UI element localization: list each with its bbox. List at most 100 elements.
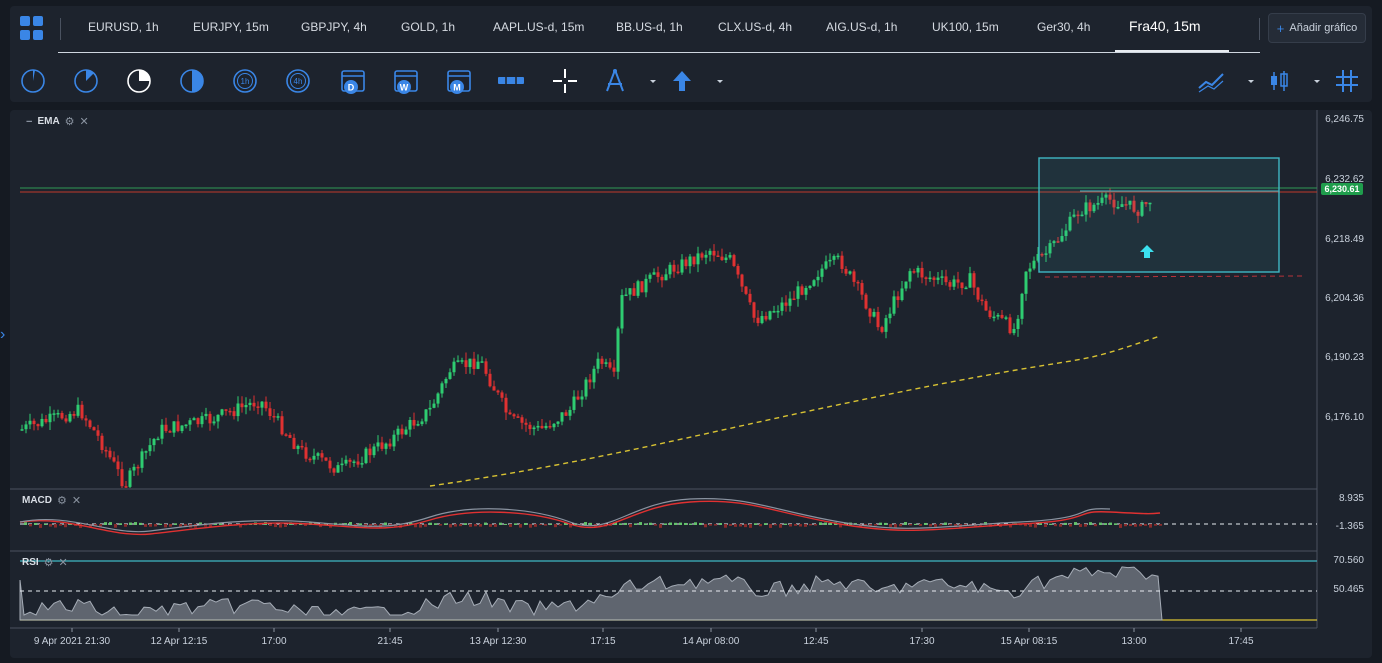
time-axis-label: 17:45 [1228,636,1254,647]
chevron-down-icon[interactable] [1302,66,1320,96]
tab-clx-us-d-4h[interactable]: CLX.US-d, 4h [718,20,793,34]
timeframe-1h-icon[interactable]: 1h [230,66,260,96]
close-icon[interactable]: ✕ [58,557,68,569]
timeframe-5m-icon[interactable] [71,66,101,96]
candle-body [908,271,912,282]
macd-histogram-bar [874,524,877,526]
candle-body [592,368,596,383]
candle-body [208,413,212,424]
macd-histogram-bar [359,523,362,525]
macd-histogram-bar [624,522,627,525]
candle-body [652,272,656,275]
candle-body [632,288,636,296]
candlestick-type-icon[interactable] [1264,66,1294,96]
drag-handle-icon[interactable] [496,66,526,96]
candle-body [300,445,304,448]
rsi-area [19,566,1163,621]
timeframe-15m-icon[interactable] [124,66,154,96]
candle-body [504,397,508,413]
tab-aapl-us-d-15m[interactable]: AAPL.US-d, 15m [493,20,585,34]
timeframe-30m-icon[interactable] [177,66,207,96]
candle-body [152,438,156,446]
collapse-icon[interactable]: − [26,115,33,128]
candle-body [1056,241,1060,243]
close-icon[interactable]: ✕ [71,495,82,507]
candle-body [1124,204,1128,206]
tab-aig-us-d-1h[interactable]: AIG.US-d, 1h [826,20,898,34]
macd-histogram-bar [659,524,662,528]
tab-gold-1h[interactable]: GOLD, 1h [401,20,456,34]
candle-body [164,424,168,432]
candle-body [240,403,244,408]
candle-body [128,470,132,487]
tab-ger30-4h[interactable]: Ger30, 4h [1037,20,1091,34]
candle-body [1036,254,1040,261]
candle-body [264,401,268,409]
candle-body [20,429,24,431]
tab-eurjpy-15m[interactable]: EURJPY, 15m [193,20,269,34]
macd-histogram-bar [434,523,437,525]
settings-icon[interactable]: ⚙ [43,557,54,569]
macd-histogram-bar [724,524,727,528]
macd-histogram-bar [714,524,717,526]
candle-body [1104,194,1108,198]
candle-body [188,420,192,425]
add-chart-button[interactable]: + Añadir gráfico [1268,13,1366,43]
chart-canvas[interactable] [10,110,1372,658]
macd-axis-label: -1.365 [1335,521,1364,532]
settings-icon[interactable]: ⚙ [57,495,67,507]
candle-body [804,288,808,295]
candle-body [72,413,76,416]
tab-fra40-15m[interactable]: Fra40, 15m [1129,18,1201,34]
candle-body [656,272,660,277]
candle-body [872,311,876,317]
macd-histogram-bar [349,522,352,525]
candle-body [620,295,624,329]
macd-histogram-bar [939,524,942,526]
chevron-down-icon[interactable] [705,66,723,96]
timeframe-1m-icon[interactable] [18,66,48,96]
macd-histogram-bar [1024,524,1027,527]
crosshair-icon[interactable] [550,66,580,96]
candle-body [612,367,616,372]
timeframe-weekly-calendar-icon[interactable]: W [391,66,421,96]
timeframe-4h-icon[interactable]: 4h [283,66,313,96]
candle-body [784,302,788,306]
candle-body [456,360,460,362]
drawing-tools-icon[interactable] [600,66,630,96]
macd-histogram-bar [609,524,612,526]
layout-grid-icon[interactable] [20,16,44,40]
candle-body [200,416,204,425]
settings-icon[interactable]: ⚙ [64,116,75,128]
tab-eurusd-1h[interactable]: EURUSD, 1h [88,20,159,34]
indicators-icon[interactable] [1196,66,1226,96]
macd-histogram-bar [729,524,732,526]
tab-bb-us-d-1h[interactable]: BB.US-d, 1h [616,20,683,34]
close-icon[interactable]: ✕ [79,116,89,128]
chevron-down-icon[interactable] [638,66,656,96]
macd-histogram-bar [799,524,802,527]
candle-body [800,286,804,295]
macd-histogram-bar [274,524,277,528]
chevron-down-icon[interactable] [1236,66,1254,96]
candle-body [256,406,260,408]
timeframe-daily-calendar-icon[interactable]: D [338,66,368,96]
arrow-up-icon[interactable] [667,66,697,96]
candle-body [392,434,396,447]
tab-gbpjpy-4h[interactable]: GBPJPY, 4h [301,20,367,34]
candle-body [848,271,852,274]
candle-body [140,451,144,468]
candle-body [492,386,496,391]
candle-body [332,468,336,473]
tab-uk100-15m[interactable]: UK100, 15m [932,20,999,34]
candle-body [192,418,196,421]
chevron-right-icon[interactable]: › [0,326,6,343]
candle-body [756,317,760,324]
candle-body [1028,268,1032,272]
timeframe-monthly-calendar-icon[interactable]: M [444,66,474,96]
chart-area[interactable]: − EMA ⚙ ✕ MACD ⚙ ✕ RSI ⚙ ✕ 6,246.75 6,232… [10,110,1372,658]
candle-body [680,259,684,273]
candle-body [124,486,128,488]
grid-toggle-icon[interactable] [1332,66,1362,96]
macd-histogram-bar [104,522,107,525]
